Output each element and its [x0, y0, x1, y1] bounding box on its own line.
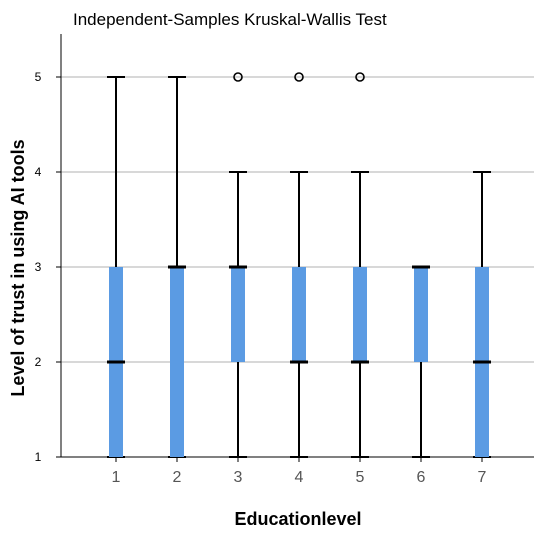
x-tick-label: 3 [234, 469, 243, 486]
box-2 [168, 76, 186, 458]
outlier-point [355, 72, 365, 82]
x-tick-label: 7 [478, 469, 487, 486]
box-6 [412, 265, 430, 458]
chart-title: Independent-Samples Kruskal-Wallis Test [73, 10, 387, 29]
x-axis-ticks: 1 2 3 4 5 6 7 [112, 457, 487, 486]
axes [60, 34, 534, 458]
x-tick-label: 6 [417, 469, 426, 486]
x-axis-label: Educationlevel [234, 509, 361, 529]
outlier-point [294, 72, 304, 82]
outlier-point [233, 72, 243, 82]
box-5 [351, 72, 369, 458]
box-1 [107, 76, 125, 458]
iqr-box [170, 267, 184, 457]
iqr-box [231, 267, 245, 362]
iqr-box [414, 267, 428, 362]
x-tick-label: 2 [173, 469, 182, 486]
boxes [107, 72, 491, 458]
box-4 [290, 72, 308, 458]
y-tick-label: 1 [35, 450, 42, 464]
y-tick-label: 5 [35, 70, 42, 84]
y-axis-label: Level of trust in using AI tools [8, 139, 28, 396]
box-3 [229, 72, 247, 458]
y-axis-ticks: 1 2 3 4 5 [35, 70, 61, 464]
y-tick-label: 3 [35, 260, 42, 274]
iqr-box [292, 267, 306, 362]
x-tick-label: 5 [356, 469, 365, 486]
x-tick-label: 1 [112, 469, 121, 486]
y-tick-label: 4 [35, 165, 42, 179]
box-7 [473, 171, 491, 458]
x-tick-label: 4 [295, 469, 304, 486]
y-tick-label: 2 [35, 355, 42, 369]
iqr-box [353, 267, 367, 362]
